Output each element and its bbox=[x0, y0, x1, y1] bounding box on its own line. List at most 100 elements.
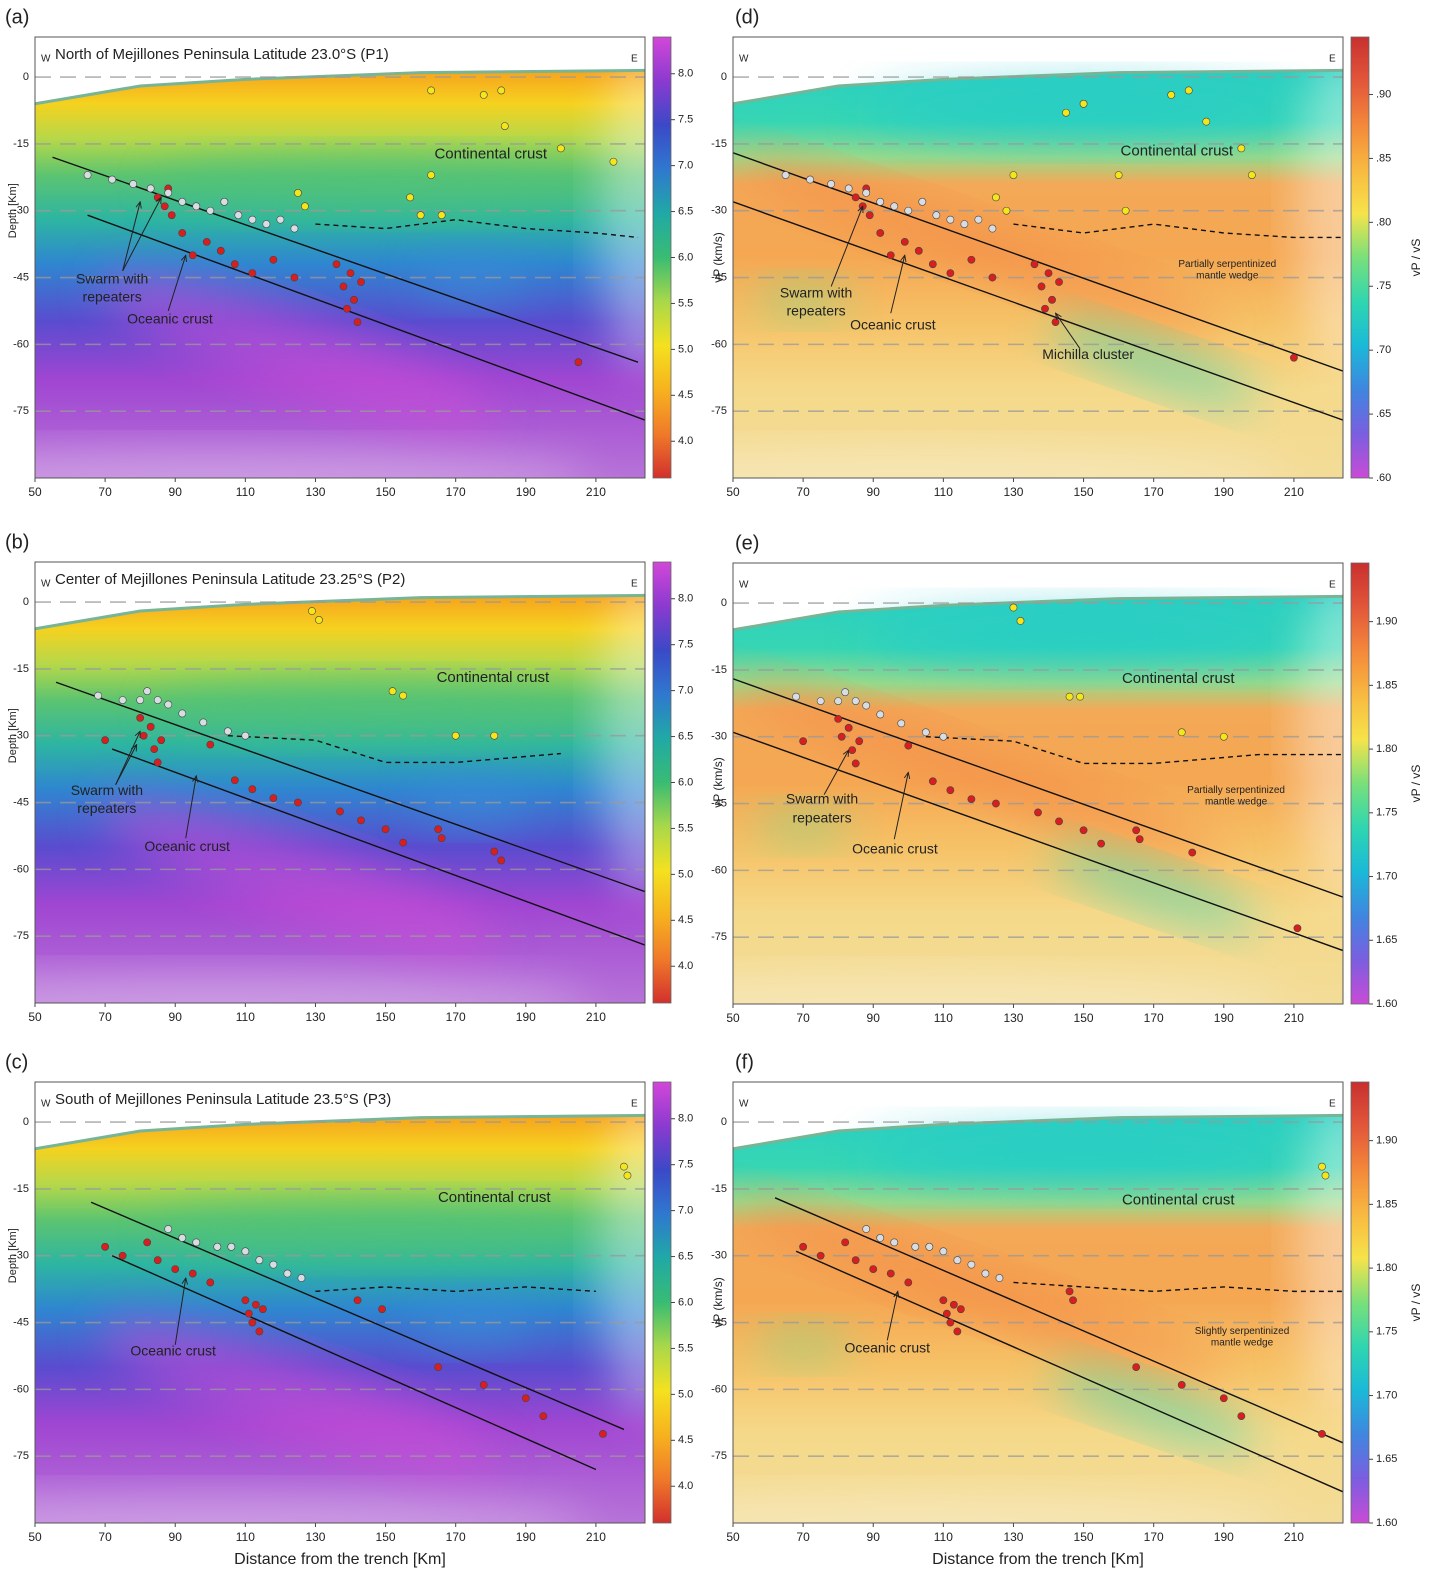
earthquake bbox=[1045, 269, 1052, 276]
earthquake bbox=[992, 194, 999, 201]
colorbar-tick-label: 4.0 bbox=[678, 960, 693, 972]
colorbar-label: vP / vS bbox=[1409, 1284, 1423, 1322]
earthquake bbox=[165, 189, 172, 196]
earthquake bbox=[800, 738, 807, 745]
earthquake bbox=[249, 786, 256, 793]
earthquake bbox=[480, 91, 487, 98]
earthquake bbox=[842, 689, 849, 696]
annotation: Slightly serpentinized bbox=[1195, 1326, 1290, 1337]
earthquake bbox=[221, 198, 228, 205]
y-axis-label: Depth [Km] bbox=[7, 708, 19, 763]
annotation: mantle wedge bbox=[1205, 796, 1268, 807]
x-tick-label: 70 bbox=[796, 1530, 810, 1544]
earthquake bbox=[1318, 1163, 1325, 1170]
earthquake bbox=[256, 1257, 263, 1264]
earthquake bbox=[498, 87, 505, 94]
earthquake bbox=[407, 194, 414, 201]
earthquake bbox=[852, 1257, 859, 1264]
earthquake bbox=[620, 1163, 627, 1170]
earthquake bbox=[172, 1265, 179, 1272]
annotation: Oceanic crust bbox=[130, 1343, 216, 1359]
y-tick-label: -75 bbox=[711, 405, 727, 417]
earthquake bbox=[294, 799, 301, 806]
east-label: E bbox=[631, 579, 638, 590]
colorbar-tick-label: 4.5 bbox=[678, 914, 693, 926]
earthquake bbox=[252, 1301, 259, 1308]
earthquake bbox=[863, 189, 870, 196]
earthquake bbox=[154, 759, 161, 766]
colorbar-tick-label: 1.70 bbox=[1376, 870, 1397, 882]
east-label: E bbox=[1329, 54, 1336, 65]
earthquake bbox=[336, 808, 343, 815]
earthquake bbox=[231, 777, 238, 784]
earthquake bbox=[354, 1297, 361, 1304]
earthquake bbox=[968, 795, 975, 802]
earthquake bbox=[891, 1239, 898, 1246]
colorbar-tick-label: 5.0 bbox=[678, 343, 693, 355]
east-label: E bbox=[1329, 580, 1336, 591]
colorbar-tick-label: 5.5 bbox=[678, 297, 693, 309]
y-tick-label: -75 bbox=[711, 931, 727, 943]
field-blob bbox=[753, 1325, 853, 1365]
earthquake bbox=[954, 1328, 961, 1335]
earthquake bbox=[270, 794, 277, 801]
x-tick-label: 70 bbox=[98, 1530, 112, 1544]
y-tick-label: -45 bbox=[13, 796, 29, 808]
earthquake bbox=[835, 715, 842, 722]
x-tick-label: 190 bbox=[516, 1010, 536, 1024]
earthquake bbox=[158, 737, 165, 744]
earthquake bbox=[599, 1430, 606, 1437]
panel: 0-15-30-45-60-75507090110130150170190210… bbox=[0, 531, 725, 1033]
y-tick-label: -15 bbox=[13, 663, 29, 675]
earthquake bbox=[154, 696, 161, 703]
earthquake bbox=[357, 817, 364, 824]
y-axis-label: Depth [Km] bbox=[7, 1228, 19, 1283]
earthquake bbox=[575, 359, 582, 366]
colorbar-tick-label: 7.0 bbox=[678, 685, 693, 697]
earthquake bbox=[975, 216, 982, 223]
x-tick-label: 50 bbox=[28, 485, 42, 499]
earthquake bbox=[1098, 840, 1105, 847]
y-tick-label: -30 bbox=[711, 1250, 727, 1262]
x-tick-label: 50 bbox=[726, 1530, 740, 1544]
earthquake bbox=[926, 1243, 933, 1250]
panel-label: (f) bbox=[735, 1051, 754, 1073]
panel: 0-15-30-45-60-75507090110130150170190210… bbox=[0, 6, 725, 508]
earthquake bbox=[151, 745, 158, 752]
colorbar-tick-label: .75 bbox=[1376, 280, 1391, 292]
y-tick-label: -60 bbox=[711, 864, 727, 876]
earthquake bbox=[95, 692, 102, 699]
earthquake bbox=[1048, 296, 1055, 303]
earthquake bbox=[291, 225, 298, 232]
x-tick-label: 110 bbox=[236, 1530, 255, 1544]
west-label: W bbox=[739, 54, 749, 65]
panel-label: (c) bbox=[5, 1051, 28, 1073]
earthquake bbox=[350, 296, 357, 303]
colorbar-tick-label: 7.5 bbox=[678, 639, 693, 651]
earthquake bbox=[147, 185, 154, 192]
colorbar-tick-label: 5.5 bbox=[678, 822, 693, 834]
colorbar-tick-label: .60 bbox=[1376, 472, 1391, 484]
earthquake bbox=[161, 203, 168, 210]
earthquake bbox=[1318, 1430, 1325, 1437]
earthquake bbox=[119, 696, 126, 703]
earthquake bbox=[807, 176, 814, 183]
x-tick-label: 50 bbox=[726, 485, 740, 499]
earthquake bbox=[1133, 1363, 1140, 1370]
x-tick-label: 70 bbox=[796, 1011, 810, 1025]
earthquake bbox=[968, 1261, 975, 1268]
earthquake bbox=[968, 256, 975, 263]
annotation: repeaters bbox=[792, 809, 851, 825]
earthquake bbox=[845, 185, 852, 192]
earthquake bbox=[782, 171, 789, 178]
earthquake bbox=[109, 176, 116, 183]
x-tick-label: 90 bbox=[867, 1530, 881, 1544]
colorbar-tick-label: 5.5 bbox=[678, 1342, 693, 1354]
colorbar-tick-label: 1.65 bbox=[1376, 1453, 1397, 1465]
annotation: Continental crust bbox=[1122, 1191, 1235, 1208]
earthquake bbox=[1076, 693, 1083, 700]
earthquake bbox=[852, 760, 859, 767]
y-tick-label: -30 bbox=[711, 731, 727, 743]
earthquake bbox=[905, 1279, 912, 1286]
earthquake bbox=[301, 203, 308, 210]
